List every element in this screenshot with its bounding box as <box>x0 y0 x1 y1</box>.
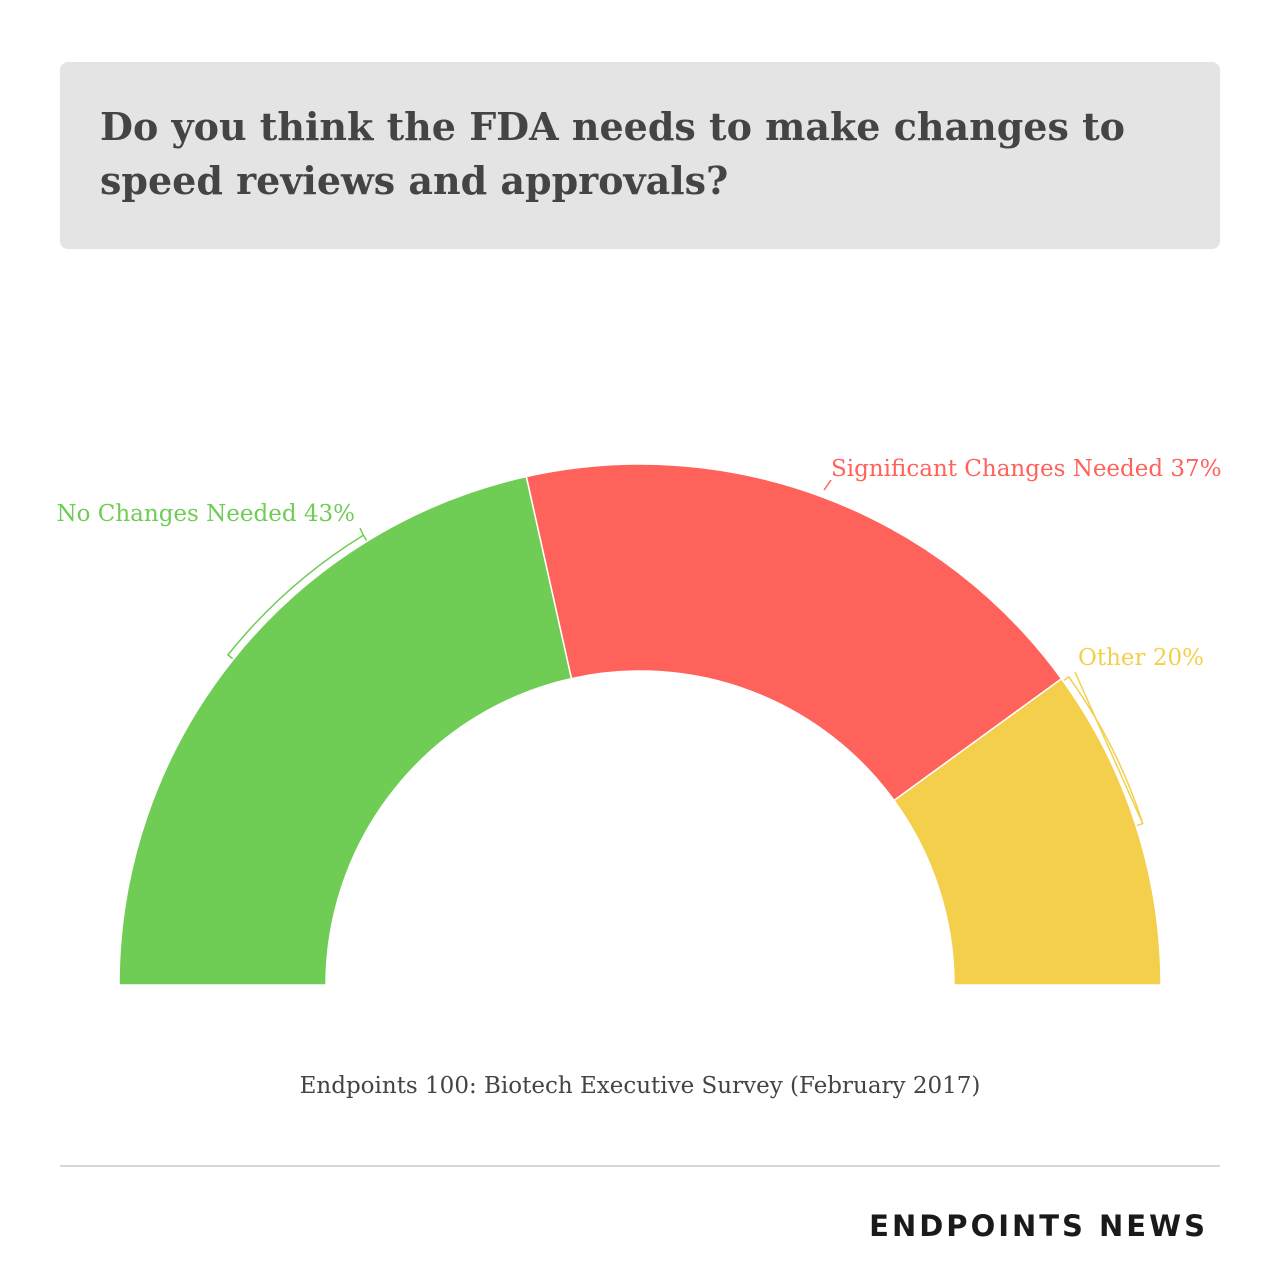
brand: ENDPOINTS NEWS <box>869 1209 1208 1243</box>
segment <box>892 677 1162 986</box>
value-label: 43% <box>304 501 355 527</box>
leader-line <box>823 479 832 491</box>
value-label: 20% <box>1153 645 1204 671</box>
data-label: Other 20% <box>1078 645 1204 671</box>
title-wrap: Do you think the FDA needs to make chang… <box>100 104 1125 203</box>
category-label: No Changes Needed <box>56 501 296 527</box>
value-label: 37% <box>1170 456 1221 482</box>
label-bracket <box>226 534 368 660</box>
category-label: Other <box>1078 645 1146 671</box>
chart-title: Do you think the FDA needs to make chang… <box>100 104 1125 203</box>
leader-line <box>1074 671 1144 824</box>
source: Endpoints 100: Biotech Executive Survey … <box>300 1073 981 1099</box>
segment <box>525 463 1063 802</box>
title-box <box>60 62 1220 249</box>
data-label: Significant Changes Needed 37% <box>831 456 1222 482</box>
category-label: Significant Changes Needed <box>831 456 1163 482</box>
segment <box>118 475 573 986</box>
leader-line <box>359 527 365 536</box>
data-label: No Changes Needed 43% <box>56 501 355 527</box>
